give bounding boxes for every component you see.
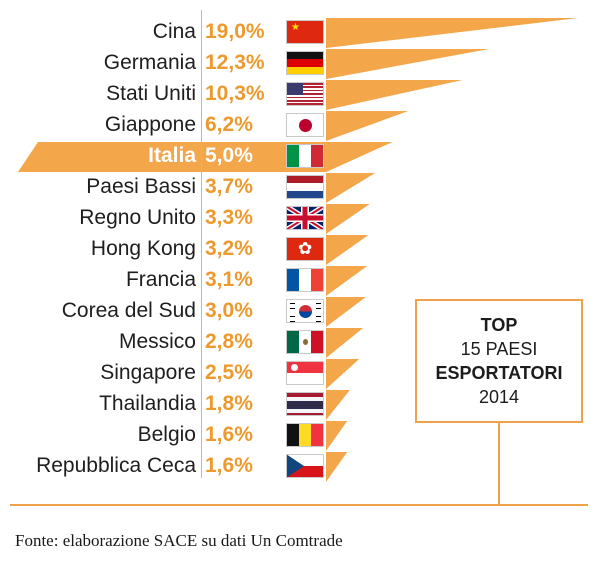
china-flag-icon: ★	[286, 20, 324, 44]
southkorea-flag-icon	[286, 299, 324, 323]
country-label: Germania	[103, 51, 196, 74]
bar-hong-kong	[326, 235, 369, 265]
value-label: 2,5%	[205, 361, 253, 384]
country-label: Belgio	[137, 423, 196, 446]
country-label: Thailandia	[99, 392, 196, 415]
title-line-3: ESPORTATORI	[435, 363, 563, 383]
value-label: 3,3%	[205, 206, 253, 229]
country-label: Giappone	[104, 113, 196, 136]
bar-italia	[326, 142, 393, 172]
value-label: 19,0%	[205, 20, 265, 43]
country-label: Stati Uniti	[106, 82, 196, 105]
box-connector	[498, 423, 500, 505]
value-label: 12,3%	[205, 51, 265, 74]
axis-line	[201, 10, 202, 478]
value-label: 3,2%	[205, 237, 253, 260]
country-label: Cina	[152, 20, 196, 43]
bar-corea-del-sud	[326, 297, 366, 327]
value-label: 3,0%	[205, 299, 253, 322]
bar-francia	[326, 266, 368, 296]
country-label: Repubblica Ceca	[36, 454, 196, 477]
country-label: Hong Kong	[90, 237, 196, 260]
bar-stati-uniti	[326, 80, 463, 110]
france-flag-icon	[286, 268, 324, 292]
title-line-1: TOP	[480, 315, 518, 335]
title-line-2: 15 PAESI	[460, 339, 538, 359]
value-label: 1,6%	[205, 423, 253, 446]
hongkong-flag-icon: ✿	[286, 237, 324, 261]
country-label: Italia	[148, 144, 196, 167]
bar-germania	[326, 49, 490, 79]
country-label: Regno Unito	[79, 206, 196, 229]
title-line-4: 2014	[478, 387, 520, 407]
japan-flag-icon	[286, 113, 324, 137]
singapore-flag-icon	[286, 361, 324, 385]
value-label: 10,3%	[205, 82, 265, 105]
bar-giappone	[326, 111, 409, 141]
usa-flag-icon	[286, 82, 324, 106]
country-label: Corea del Sud	[61, 299, 196, 322]
germany-flag-icon	[286, 51, 324, 75]
country-label: Singapore	[100, 361, 196, 384]
bar-repubblica-ceca	[326, 452, 348, 482]
bar-messico	[326, 328, 364, 358]
value-label: 1,8%	[205, 392, 253, 415]
country-label: Messico	[118, 330, 196, 353]
bar-paesi-bassi	[326, 173, 376, 203]
country-label: Paesi Bassi	[86, 175, 196, 198]
bar-thailandia	[326, 390, 350, 420]
uk-flag-icon	[286, 206, 324, 230]
bar-belgio	[326, 421, 348, 451]
value-label: 3,7%	[205, 175, 253, 198]
value-label: 6,2%	[205, 113, 253, 136]
mexico-flag-icon	[286, 330, 324, 354]
source-note: Fonte: elaborazione SACE su dati Un Comt…	[15, 531, 343, 550]
baseline-rule	[10, 504, 588, 506]
czechia-flag-icon	[286, 454, 324, 478]
country-label: Francia	[125, 268, 196, 291]
bar-singapore	[326, 359, 360, 389]
thailand-flag-icon	[286, 392, 324, 416]
italy-flag-icon	[286, 144, 324, 168]
netherlands-flag-icon	[286, 175, 324, 199]
bar-cina	[326, 18, 578, 48]
value-label: 2,8%	[205, 330, 253, 353]
value-label: 1,6%	[205, 454, 253, 477]
value-label: 5,0%	[205, 144, 253, 167]
title-box: TOP 15 PAESI ESPORTATORI 2014	[415, 299, 583, 423]
value-label: 3,1%	[205, 268, 253, 291]
bar-regno-unito	[326, 204, 370, 234]
belgium-flag-icon	[286, 423, 324, 447]
